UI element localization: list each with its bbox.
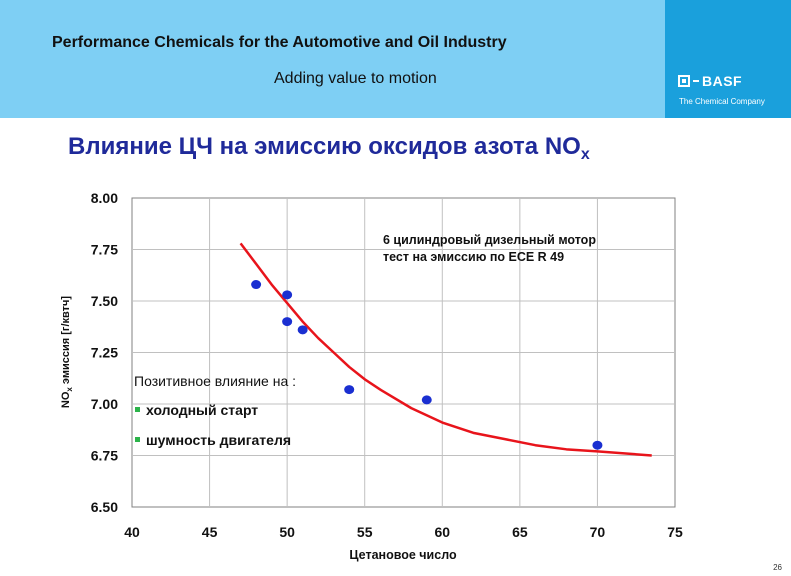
logo-dash-icon [693, 80, 699, 82]
brand-tagline: The Chemical Company [679, 97, 765, 106]
basf-logo: BASF [678, 73, 742, 89]
data-points [251, 280, 603, 450]
brand-name: BASF [702, 73, 743, 89]
brand-panel [665, 0, 791, 118]
x-tick-label: 65 [512, 524, 528, 540]
page-number: 26 [773, 563, 782, 572]
y-tick-label: 6.75 [91, 448, 118, 464]
y-tick-label: 6.50 [91, 499, 118, 515]
logo-square-icon [678, 75, 690, 87]
data-point [297, 325, 308, 335]
trend-line [239, 242, 652, 457]
data-point [282, 317, 293, 327]
data-point [344, 385, 355, 395]
y-tick-label: 7.25 [91, 345, 118, 361]
x-tick-label: 55 [357, 524, 373, 540]
header-title: Performance Chemicals for the Automotive… [52, 34, 507, 51]
y-tick-label: 7.75 [91, 242, 118, 258]
y-axis-label: NOx эмиссия [г/квтч] [60, 296, 74, 409]
x-tick-labels: 40 45 50 55 60 65 70 75 [124, 524, 683, 540]
bullet-icon [135, 407, 140, 412]
effect-item-cold-start: холодный старт [146, 402, 258, 418]
y-tick-label: 7.00 [91, 396, 118, 412]
bullet-icon [135, 437, 140, 442]
data-point [421, 395, 432, 405]
data-point [592, 440, 603, 450]
data-point [282, 290, 293, 300]
y-tick-label: 7.50 [91, 293, 118, 309]
effect-heading: Позитивное влияние на : [134, 373, 296, 389]
x-tick-label: 70 [590, 524, 606, 540]
x-tick-label: 75 [667, 524, 683, 540]
data-point [251, 280, 262, 290]
header-subtitle: Adding value to motion [274, 70, 437, 87]
slide-title-main: Влияние ЦЧ на эмиссию оксидов азота NO [68, 133, 581, 160]
header-banner: Performance Chemicals for the Automotive… [0, 0, 665, 118]
x-tick-label: 60 [434, 524, 450, 540]
y-tick-labels: 6.50 6.75 7.00 7.25 7.50 7.75 8.00 [91, 190, 118, 515]
x-tick-label: 50 [279, 524, 295, 540]
grid-lines [132, 198, 675, 507]
x-axis-label: Цетановое число [349, 548, 457, 562]
x-tick-label: 45 [202, 524, 218, 540]
slide-title-subscript: x [580, 146, 590, 163]
slide-title: Влияние ЦЧ на эмиссию оксидов азота NOx [68, 133, 590, 164]
y-tick-label: 8.00 [91, 190, 118, 206]
effect-item-engine-noise: шумность двигателя [146, 432, 291, 448]
engine-annotation-line-1: 6 цилиндровый дизельный мотор [383, 233, 596, 247]
engine-annotation-line-2: тест на эмиссию по ECE R 49 [383, 250, 564, 264]
x-tick-label: 40 [124, 524, 140, 540]
